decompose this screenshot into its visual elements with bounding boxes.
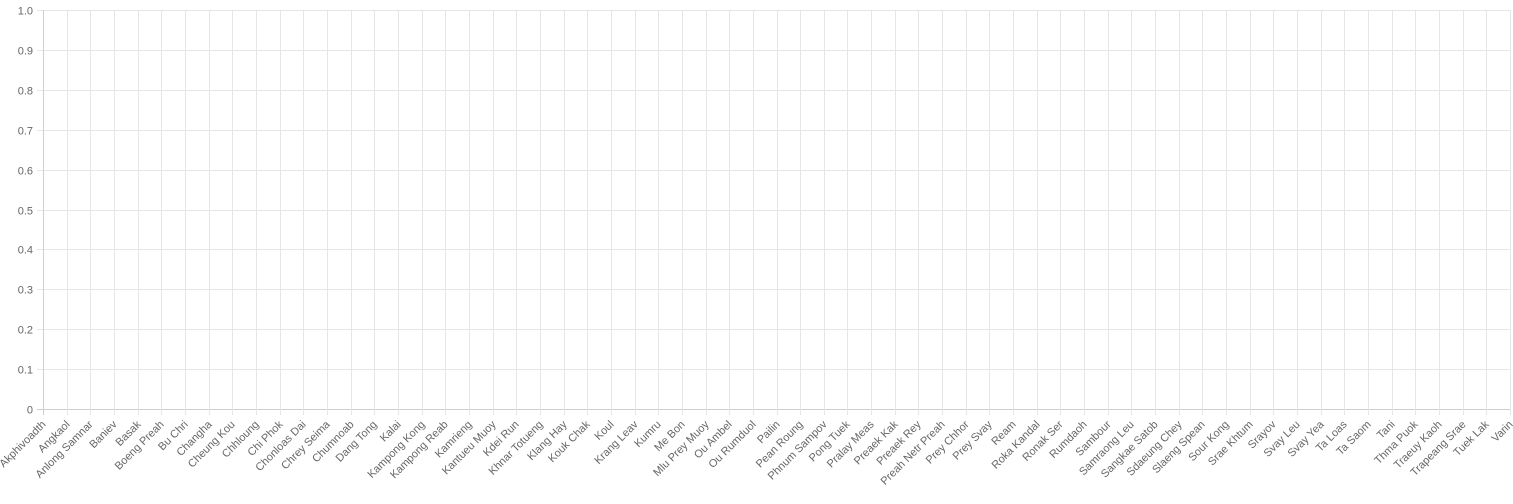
y-tick-label: 0.3	[18, 285, 33, 297]
y-tick-label: 0.9	[18, 46, 33, 58]
y-axis-ticks: 0 0.1 0.2 0.3 0.4 0.5 0.6 0.7 0.8 0.9 1.0	[18, 6, 33, 417]
y-tick-label: 0.6	[18, 166, 33, 178]
y-tick-label: 0.8	[18, 86, 33, 98]
y-tick-label: 0.4	[18, 245, 33, 257]
y-tick-label: 0.7	[18, 126, 33, 138]
y-tick-label: 0.1	[18, 365, 33, 377]
x-tick-label: Baniev	[87, 418, 120, 451]
grid-layer	[37, 10, 1511, 415]
y-tick-label: 0.5	[18, 206, 33, 218]
y-tick-label: 1.0	[18, 6, 33, 18]
y-tick-label: 0	[27, 405, 33, 417]
y-tick-label: 0.2	[18, 325, 33, 337]
x-tick-label: Varin	[1490, 419, 1513, 445]
